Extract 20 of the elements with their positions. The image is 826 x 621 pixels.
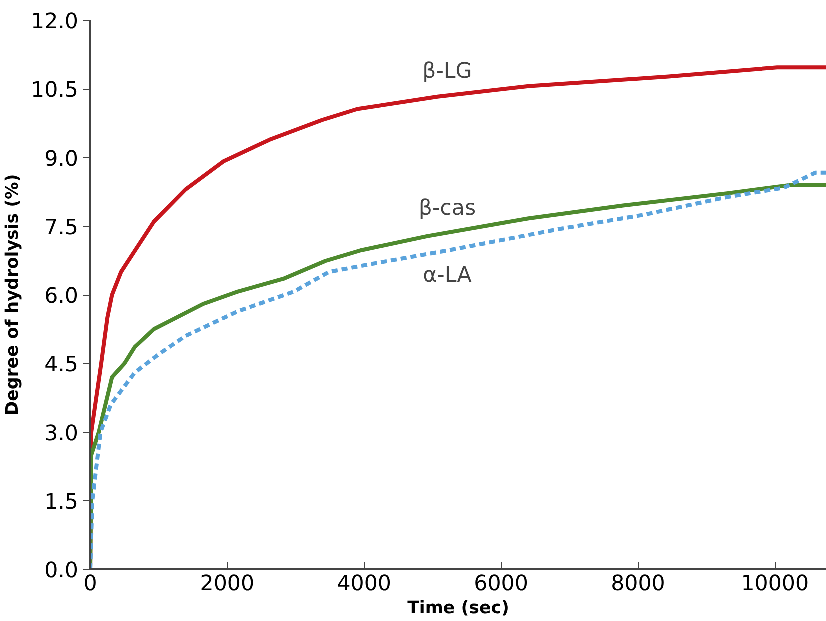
- y-tick-label: 10.5: [31, 78, 79, 104]
- series-label: α-LA: [423, 262, 472, 288]
- x-tick-label: 0: [84, 572, 98, 596]
- y-tick-label: 0.0: [44, 558, 79, 584]
- y-tick-label: 1.5: [44, 490, 79, 515]
- y-axis-title: Degree of hydrolysis (%): [3, 174, 24, 416]
- series-label: β-cas: [418, 196, 476, 221]
- y-tick-label: 3.0: [44, 421, 79, 446]
- y-tick-label: 9.0: [44, 146, 79, 172]
- x-tick-label: 10000: [741, 572, 810, 596]
- y-tick-label: 4.5: [44, 352, 79, 378]
- y-tick-label: 7.5: [44, 215, 79, 240]
- x-tick-label: 6000: [474, 572, 528, 596]
- x-tick-label: 2000: [200, 572, 255, 596]
- series-label: β-LG: [422, 58, 472, 84]
- y-tick-label: 12.0: [31, 10, 79, 34]
- x-axis-title: Time (sec): [408, 598, 510, 618]
- x-tick-label: 8000: [611, 572, 666, 596]
- x-tick-label: 4000: [337, 572, 392, 596]
- y-tick-label: 6.0: [44, 284, 79, 309]
